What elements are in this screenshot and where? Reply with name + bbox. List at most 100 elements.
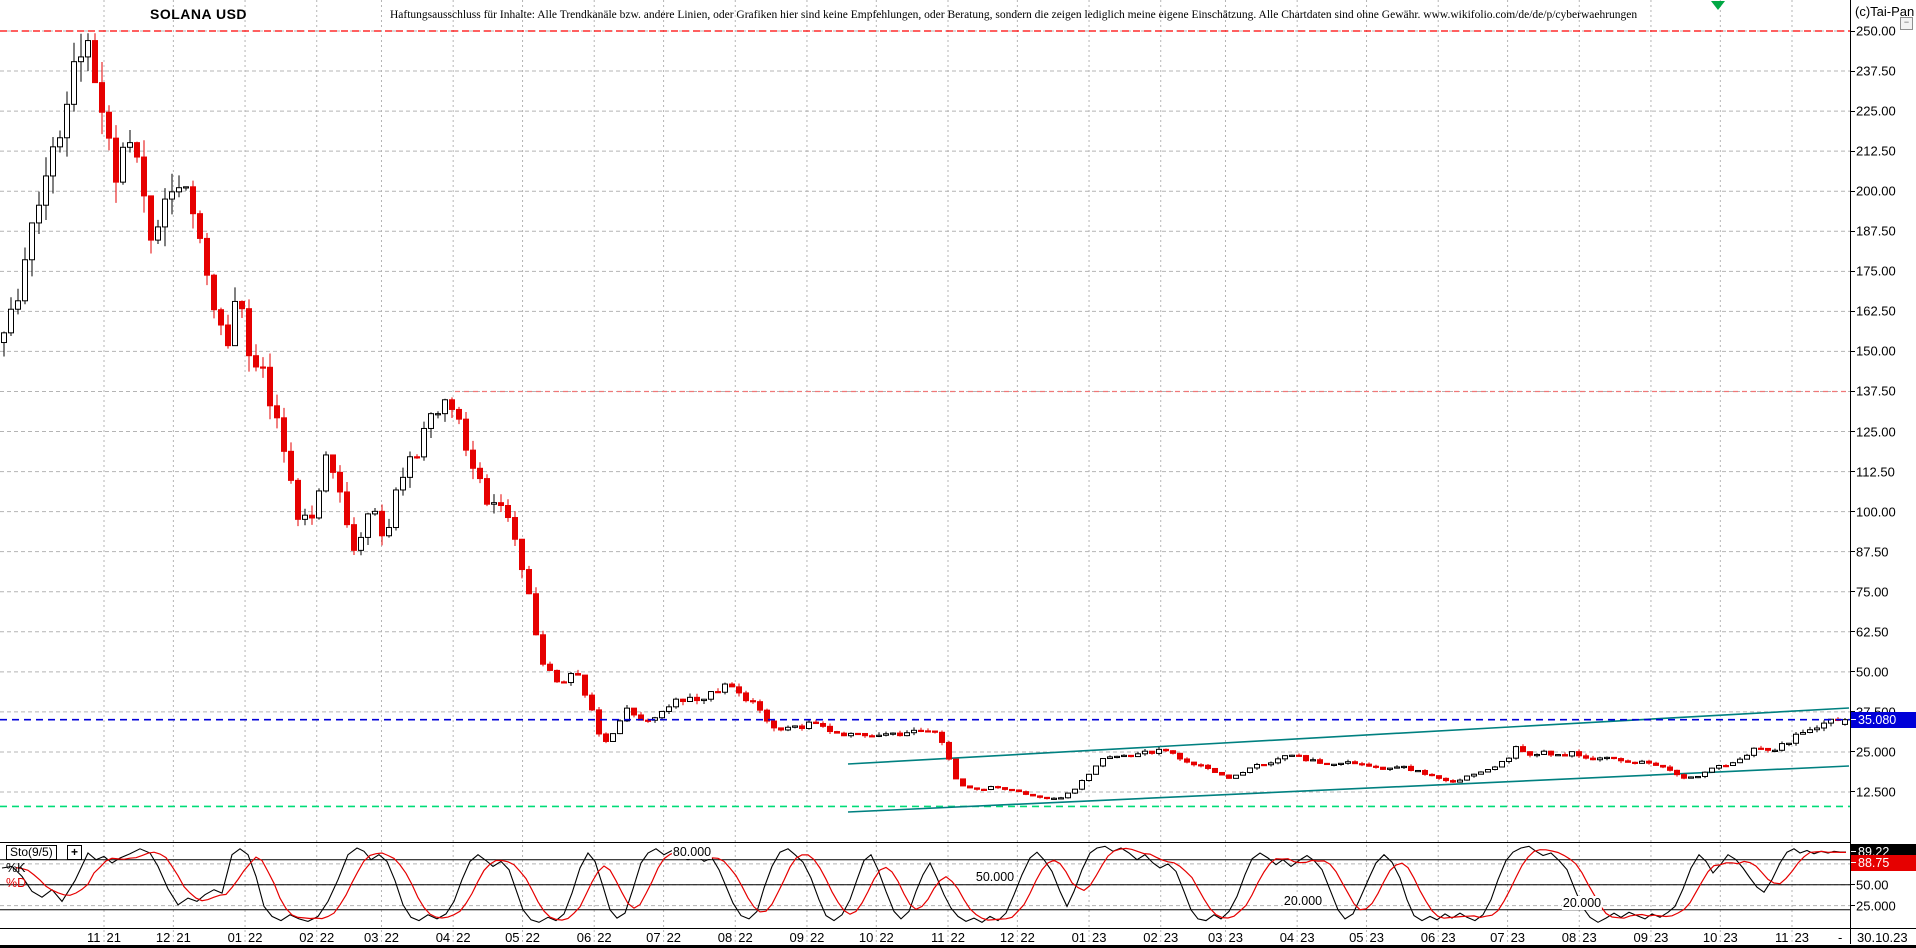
date-year: 23 [1582,930,1597,945]
date-month: 11 [1775,930,1789,945]
window-bottom-border [0,945,1916,948]
candlestick-series [1,33,1848,800]
date-tick-label: 08 23 [1562,930,1597,945]
date-year: 23 [1794,930,1809,945]
price-axis-label: 187.50 [1856,223,1896,239]
date-month: 06 [576,930,592,945]
date-year: 22 [666,930,682,945]
date-year: 23 [1300,930,1315,945]
date-year: 23 [1653,930,1669,945]
chart-title: SOLANA USD [150,6,248,22]
date-year: 21 [176,930,191,945]
price-axis-label: 212.50 [1856,143,1896,159]
chart-end-date: 30.10.23 [1857,930,1908,945]
current-price-badge: 35.080 [1851,711,1916,728]
indicator-label-box[interactable]: Sto(9/5) [6,845,57,860]
chart-canvas[interactable] [0,0,1850,946]
date-month: 05 [1349,930,1364,945]
date-month: 06 [1420,930,1436,945]
copyright-label: (c)Tai-Pan [1855,4,1915,19]
disclaimer-text: Haftungsausschluss für Inhalte: Alle Tre… [390,9,1638,21]
stochastic-k-line [1,845,1846,923]
date-year: 22 [248,930,263,945]
stochastic-panel [0,845,1850,923]
price-axis-tick [1850,631,1855,633]
date-tick-label: 05 22 [505,930,540,945]
price-axis-tick [1850,30,1855,32]
date-month: 04 [1279,930,1295,945]
date-month: 11 [87,930,101,945]
date-month: 03 [364,930,379,945]
sto-axis-label: 50.00 [1856,877,1889,893]
price-axis-label: 162.50 [1856,303,1896,319]
date-month: 04 [435,930,451,945]
price-axis-label: 150.00 [1856,343,1896,359]
date-year: 23 [1092,930,1107,945]
date-tick-label: 01 23 [1072,930,1107,945]
price-axis-label: 200.00 [1856,183,1896,199]
date-tick-label: 03 23 [1208,930,1243,945]
add-indicator-button[interactable]: + [67,845,82,860]
date-tick-label: 09 23 [1633,930,1668,945]
price-axis-label: 12.500 [1856,784,1896,800]
date-month: 08 [717,930,733,945]
date-tick-label: 01 22 [228,930,263,945]
k-line-label: %K [6,861,26,875]
date-month: 08 [1561,930,1577,945]
trend-channel [847,707,1850,813]
price-axis-tick [1850,591,1855,593]
date-tick-label: 11 23 [1775,930,1809,945]
date-month: 07 [1490,930,1505,945]
date-month: 12 [999,930,1015,945]
collapse-button[interactable]: − [1900,17,1913,30]
date-year: 23 [1723,930,1738,945]
date-tick-label: 07 22 [646,930,681,945]
sto-level-label: 50.000 [974,870,1016,884]
date-year: 22 [809,930,825,945]
grid [0,0,1850,944]
date-tick-label: 09 22 [789,930,824,945]
price-axis-tick [1850,350,1855,352]
price-axis-label: 87.50 [1856,544,1889,560]
price-axis-tick [1850,70,1855,72]
date-month: 07 [646,930,661,945]
price-axis-label: 125.00 [1856,424,1896,440]
price-axis-label: 137.50 [1856,383,1896,399]
panel-divider [0,842,1850,843]
price-axis-label: 250.00 [1856,23,1896,39]
price-axis-tick [1850,551,1855,553]
x-axis-rule [0,928,1916,929]
price-axis-tick [1850,671,1855,673]
price-axis-label: 237.50 [1856,63,1896,79]
sto-axis-label: 25.000 [1856,898,1896,914]
date-year: 22 [384,930,399,945]
date-month: 02 [299,930,314,945]
event-marker-icon [1711,1,1725,10]
date-tick-label: 11 21 [87,930,121,945]
date-year: 23 [1510,930,1526,945]
price-axis-label: 112.50 [1856,464,1895,480]
price-axis-tick [1850,511,1855,513]
date-month: 09 [1633,930,1648,945]
date-month: 01 [227,930,243,945]
date-month: 09 [789,930,804,945]
price-axis-tick [1850,310,1855,312]
date-month: 11 [931,930,945,945]
overlay-lines [0,30,1850,808]
date-tick-label: 04 22 [436,930,471,945]
price-axis-tick [1850,190,1855,192]
date-year: 21 [106,930,121,945]
date-tick-label: 04 23 [1280,930,1315,945]
chart-plot-svg[interactable] [0,0,1850,946]
price-axis-tick [1850,751,1855,753]
date-year: 22 [879,930,894,945]
price-axis-label: 175.00 [1856,263,1896,279]
date-year: 22 [525,930,540,945]
price-axis-tick [1850,471,1855,473]
date-year: 23 [1369,930,1384,945]
date-tick-label: 06 22 [577,930,612,945]
sto-level-label: 80.000 [671,845,713,859]
price-axis-tick [1850,150,1855,152]
stochastic-d-line [15,847,1846,921]
sto-level-label: 20.000 [1282,894,1324,908]
